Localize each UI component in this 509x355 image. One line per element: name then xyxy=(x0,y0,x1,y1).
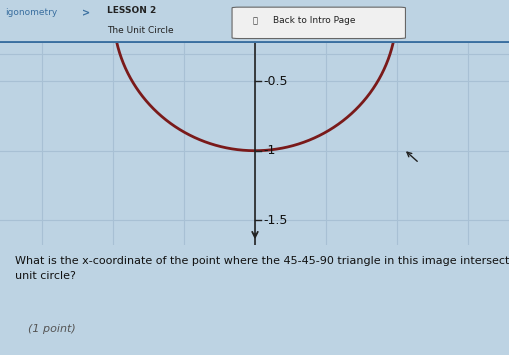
Text: (1 point): (1 point) xyxy=(28,324,76,334)
Text: -1.5: -1.5 xyxy=(263,213,287,226)
Text: Back to Intro Page: Back to Intro Page xyxy=(272,16,355,25)
Text: igonometry: igonometry xyxy=(5,8,57,17)
Text: ⎘: ⎘ xyxy=(252,16,258,25)
Text: The Unit Circle: The Unit Circle xyxy=(107,26,174,35)
Text: >: > xyxy=(81,8,90,18)
Text: What is the x-coordinate of the point where the 45-45-90 triangle in this image : What is the x-coordinate of the point wh… xyxy=(15,256,509,281)
Text: LESSON 2: LESSON 2 xyxy=(107,6,156,15)
FancyBboxPatch shape xyxy=(232,7,405,39)
Text: -0.5: -0.5 xyxy=(263,75,288,88)
Text: -1: -1 xyxy=(263,144,275,157)
